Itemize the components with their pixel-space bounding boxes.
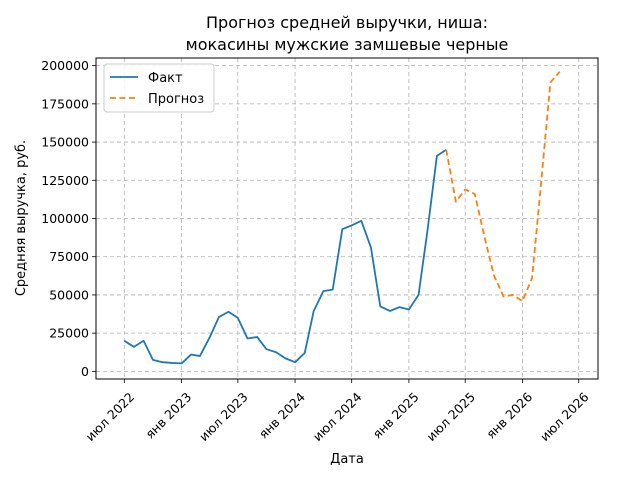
y-tick-label: 25000 [49,326,89,341]
grid [96,58,598,379]
y-axis-ticks: 0 25000 50000 75000 100000 125000 150000 175000… [41,58,96,379]
chart-title-line-2: мокасины мужские замшевые черные [186,35,509,54]
plot-series [123,71,561,365]
legend-label-forecast: Прогноз [148,92,204,107]
legend-box [103,63,215,113]
y-tick-label: 75000 [49,249,89,264]
y-axis-label: Средняя выручка, руб. [14,140,29,296]
series-line-fact [123,148,447,365]
y-tick-label: 0 [81,364,89,379]
chart-title-line-1: Прогноз средней выручки, ниша: [206,13,488,32]
y-tick-label: 50000 [49,287,89,302]
y-tick-label: 200000 [41,58,89,73]
y-tick-label: 150000 [41,135,89,150]
series-line-forecast [445,71,561,302]
y-tick-label: 175000 [41,96,89,111]
x-axis-label: Дата [330,452,364,467]
y-tick-label: 125000 [41,173,89,188]
legend: Факт Прогноз [103,63,215,113]
y-tick-label: 100000 [41,211,89,226]
legend-label-fact: Факт [148,71,183,86]
